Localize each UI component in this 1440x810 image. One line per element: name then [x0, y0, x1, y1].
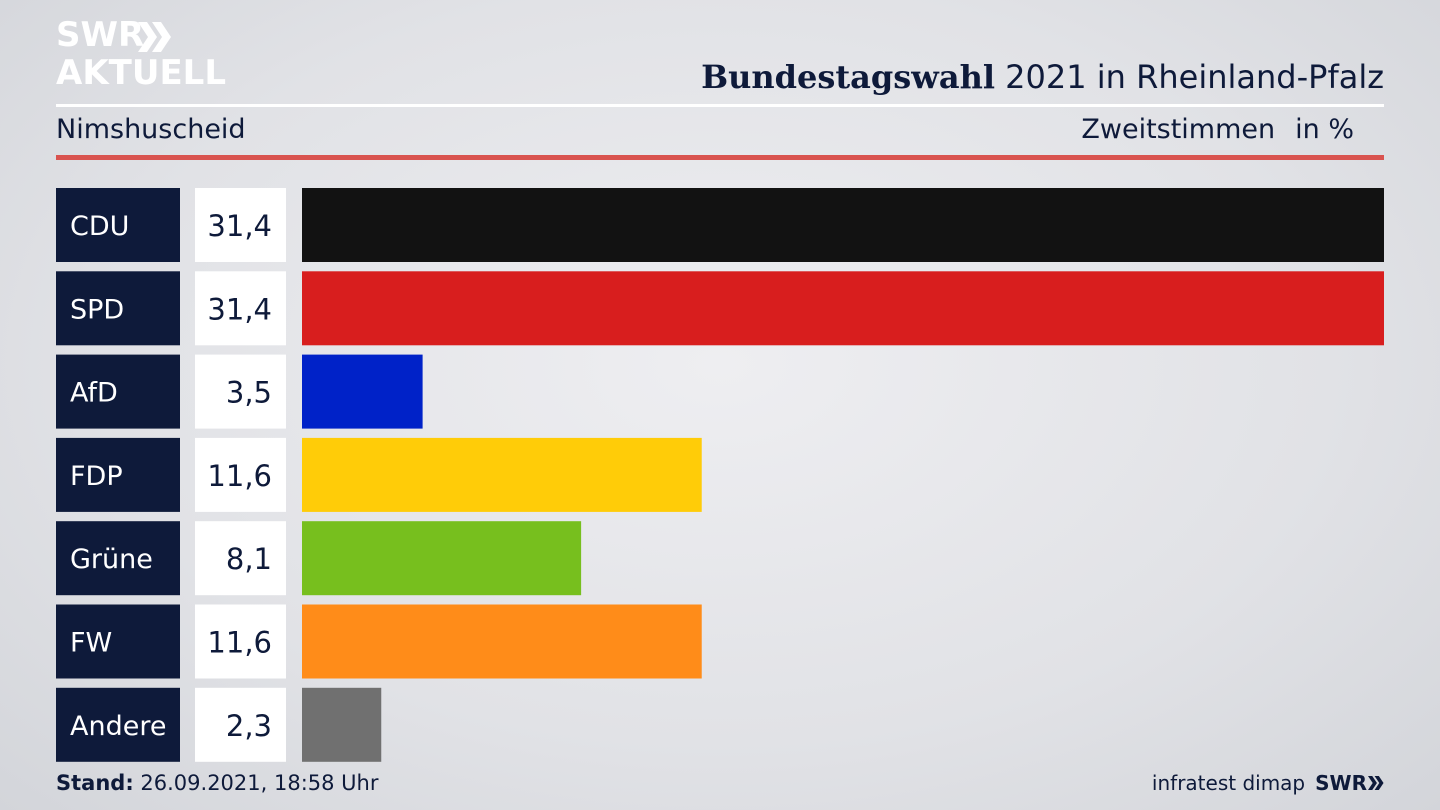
party-label-box-cdu — [56, 188, 180, 262]
value-label-afd: 3,5 — [226, 376, 272, 410]
value-label-fw: 11,6 — [207, 626, 272, 660]
stand-label: Stand: — [56, 771, 134, 795]
party-label-spd: SPD — [70, 294, 124, 325]
value-label-cdu: 31,4 — [207, 209, 272, 243]
party-label-box-fw — [56, 604, 180, 679]
value-box-spd — [195, 271, 286, 346]
chart-subtitle: Nimshuscheid — [56, 114, 246, 145]
logo-aktuell-text: AKTUELL — [56, 53, 227, 93]
stand-value: 26.09.2021, 18:58 Uhr — [133, 771, 379, 795]
value-label-fdp: 11,6 — [207, 459, 272, 493]
value-box-gr-ne — [195, 521, 286, 596]
swr-aktuell-logo: SWR AKTUELL — [56, 16, 226, 92]
party-label-box-andere — [56, 687, 180, 762]
party-label-box-fdp — [56, 437, 180, 512]
party-label-gr-ne: Grüne — [70, 544, 153, 575]
double-chevron-icon — [138, 22, 171, 52]
header-divider — [56, 104, 1384, 107]
swr-brand: SWR — [1315, 771, 1367, 795]
header-accent-rule — [56, 155, 1384, 160]
value-label-gr-ne: 8,1 — [226, 542, 272, 576]
value-box-afd — [195, 354, 286, 429]
bar-fw — [302, 604, 702, 679]
value-label-spd: 31,4 — [207, 292, 272, 326]
value-box-fw — [195, 604, 286, 679]
bar-fdp — [302, 437, 702, 512]
chart-title: Bundestagswahl 2021 in Rheinland-Pfalz — [701, 58, 1384, 96]
party-label-box-spd — [56, 271, 180, 346]
party-label-fw: FW — [70, 628, 112, 659]
bar-spd — [302, 271, 1384, 346]
bar-cdu — [302, 188, 1384, 262]
logo-swr-text: SWR — [56, 15, 145, 55]
party-label-afd: AfD — [70, 378, 118, 409]
bar-gr-ne — [302, 521, 582, 596]
party-label-box-gr-ne — [56, 521, 180, 596]
title-rest: 2021 in Rheinland-Pfalz — [995, 58, 1384, 96]
value-box-cdu — [195, 188, 286, 262]
source-credit: infratest dimap SWR — [1152, 771, 1384, 795]
bar-afd — [302, 354, 423, 429]
value-label-andere: 2,3 — [226, 709, 272, 743]
source-text: infratest dimap — [1151, 771, 1306, 795]
unit-suffix: in % — [1295, 114, 1354, 145]
party-label-cdu: CDU — [70, 211, 129, 242]
small-double-chevron-icon — [1368, 775, 1384, 791]
value-box-andere — [195, 687, 286, 762]
party-label-fdp: FDP — [70, 461, 123, 492]
party-label-andere: Andere — [70, 711, 166, 742]
bar-andere — [302, 687, 382, 762]
unit-label-text: Zweitstimmen — [1081, 114, 1276, 145]
value-box-fdp — [195, 437, 286, 512]
unit-label: Zweitstimmen in % — [1081, 114, 1354, 145]
title-bold: Bundestagswahl — [701, 58, 995, 96]
party-label-box-afd — [56, 354, 180, 429]
timestamp: Stand: 26.09.2021, 18:58 Uhr — [56, 771, 379, 795]
